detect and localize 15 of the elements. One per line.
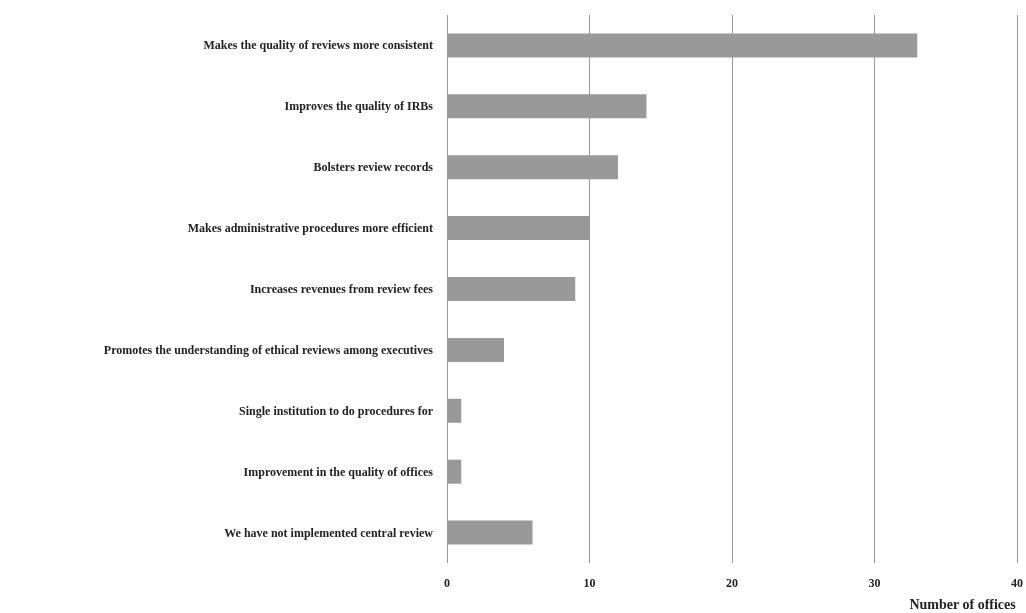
x-axis-title: Number of offices [909, 596, 1017, 612]
x-tick-label: 40 [1011, 576, 1023, 590]
x-tick-label: 30 [868, 576, 881, 590]
y-tick-label: Increases revenues from review fees [249, 282, 434, 296]
y-tick-label: Improvement in the quality of offices [243, 464, 434, 479]
y-tick-label: Makes the quality of reviews more consistent [203, 38, 433, 53]
y-tick-label: Bolsters review records [313, 160, 434, 175]
y-tick-label: Single institution to do procedures for [239, 403, 434, 418]
y-tick-label: Improves the quality of IRBs [284, 99, 434, 114]
x-tick-label: 20 [726, 576, 738, 590]
x-tick-label: 10 [583, 576, 596, 590]
y-tick-label: Makes administrative procedures more efficient [187, 221, 433, 236]
y-tick-label: We have not implemented central review [224, 525, 434, 540]
y-tick-label: Promotes the understanding of ethical reviews among executives [103, 342, 434, 357]
x-tick-label: 0 [444, 576, 450, 590]
